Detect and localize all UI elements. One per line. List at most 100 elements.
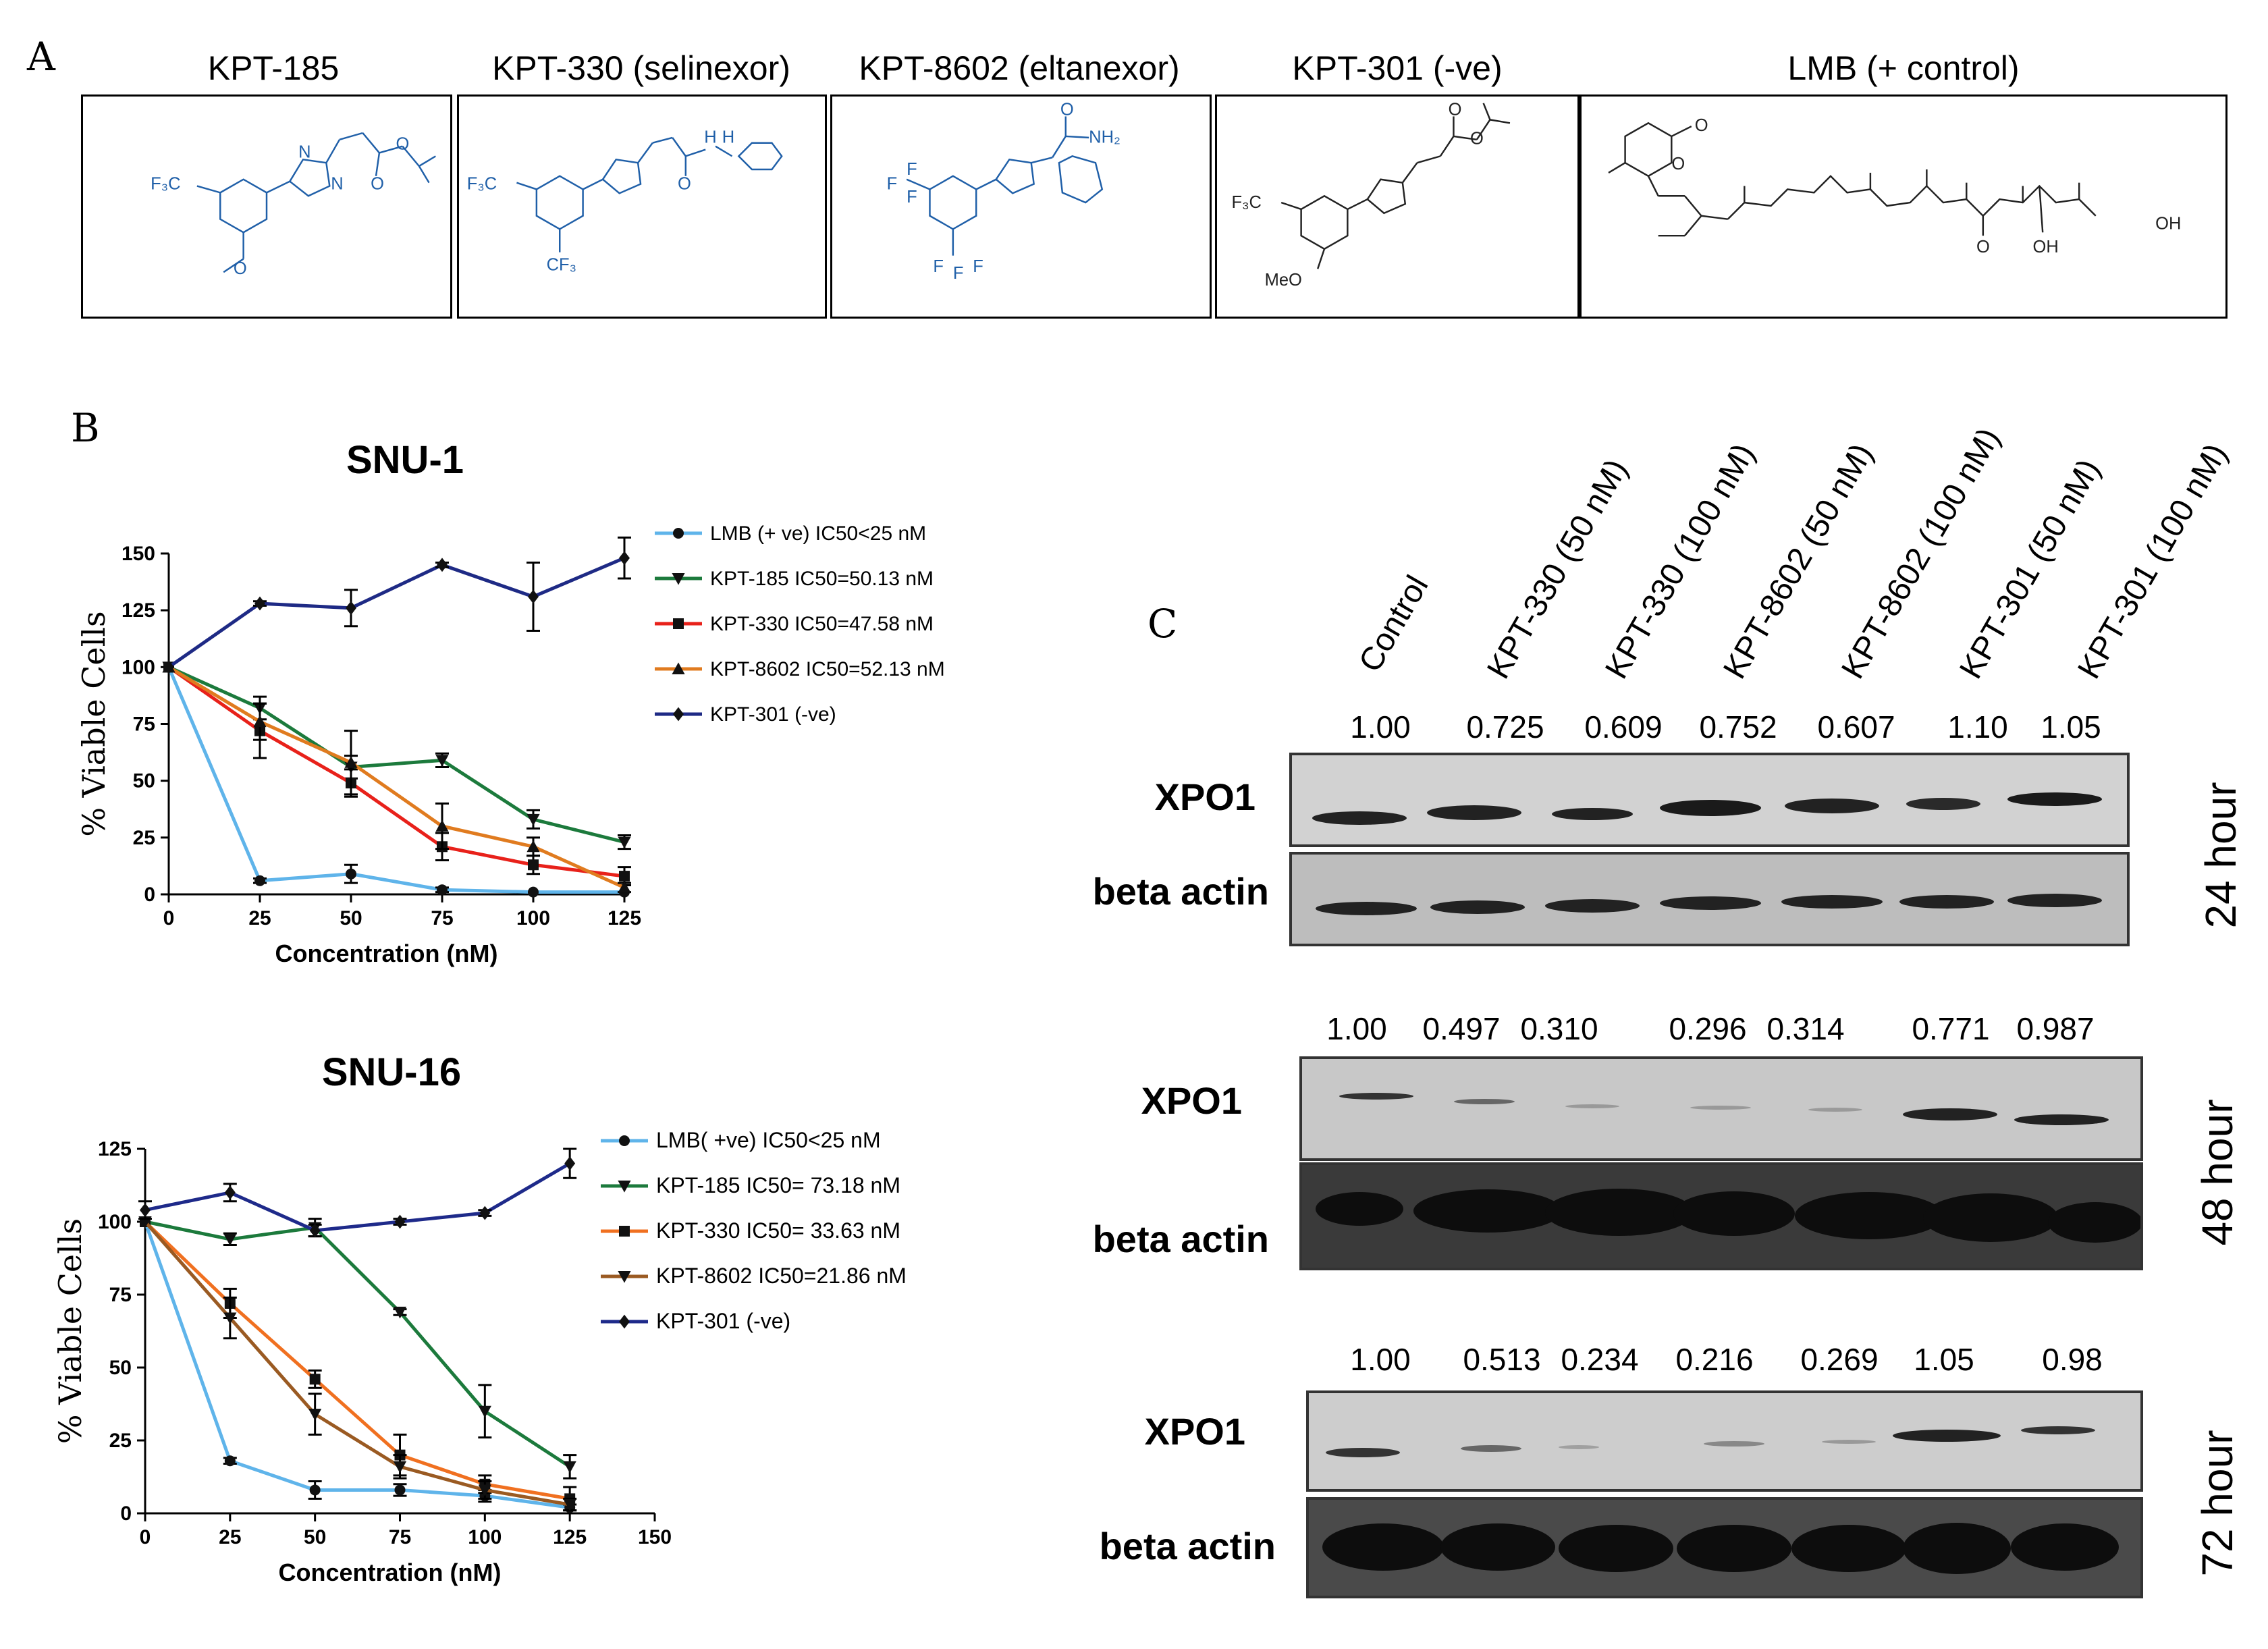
band-24h-xpo1-4 [1660, 800, 1761, 816]
band-48h-actin-6 [1923, 1193, 2058, 1242]
structure-kpt-301: F₃C MeO O O [1215, 94, 1580, 319]
ratio-48h-lane3: 0.310 [1520, 1011, 1598, 1046]
ratios-72h: 1.00 0.513 0.234 0.216 0.269 1.05 0.98 [0, 1341, 2268, 1382]
blot-48h-actin [1299, 1162, 2143, 1270]
c0-ytick-label-2: 50 [133, 770, 155, 792]
band-48h-xpo1-4 [1690, 1106, 1751, 1110]
c0-series-3-line [167, 666, 626, 890]
band-24h-actin-2 [1430, 900, 1525, 914]
band-48h-xpo1-5 [1808, 1108, 1862, 1112]
c0-series-0-point-3 [437, 884, 448, 896]
band-48h-xpo1-6 [1903, 1108, 1997, 1120]
compound-title-kpt-330: KPT-330 (selinexor) [492, 49, 790, 87]
c1-ytick-label-2: 50 [109, 1357, 132, 1379]
band-48h-xpo1-1 [1339, 1093, 1413, 1100]
c1-series-2-line [144, 1220, 570, 1501]
c0-series-3-point-1 [253, 715, 267, 728]
c0-ytick-label-4: 100 [122, 656, 155, 678]
ratio-48h-lane1: 1.00 [1326, 1011, 1387, 1046]
c0-xtick-label-4: 100 [516, 907, 550, 929]
c0-xtick-label-5: 125 [608, 907, 641, 929]
kpt8602-nh2-label: NH₂ [1089, 128, 1120, 147]
structure-kpt-185-drawing: F₃C N N O O O [151, 132, 437, 278]
ratio-48h-lane5: 0.314 [1766, 1011, 1845, 1046]
c1-series-1-point-4 [478, 1405, 491, 1418]
compound-title-kpt-8602: KPT-8602 (eltanexor) [859, 49, 1180, 87]
c0-xtick-label-2: 50 [340, 907, 362, 929]
c0-series-2-point-5 [619, 871, 630, 882]
ratio-24h-lane3: 0.609 [1584, 709, 1663, 745]
c1-xtick-label-6: 150 [638, 1526, 672, 1548]
band-24h-xpo1-1 [1312, 811, 1407, 825]
c1-xtick-label-1: 25 [219, 1526, 241, 1548]
c0-xtick-label-3: 75 [431, 907, 453, 929]
c1-legend-4-label: KPT-301 (-ve) [656, 1309, 790, 1333]
band-48h-actin-2 [1413, 1189, 1562, 1233]
c0-ytick-label-5: 125 [122, 599, 155, 622]
structure-kpt-301-drawing: F₃C MeO O O [1232, 100, 1511, 290]
band-72h-actin-6 [1903, 1523, 2011, 1574]
c0-series-4-point-3 [437, 558, 448, 572]
ratio-72h-lane4: 0.216 [1675, 1342, 1754, 1377]
kpt330-nh2-label: H [722, 128, 734, 147]
band-48h-actin-4 [1673, 1191, 1795, 1236]
chart-snu16: 0 25 50 75 100 125 150 0 25 50 75 100 125 Concentrati… [52, 1128, 907, 1586]
c0-ytick-label-3: 75 [133, 713, 155, 736]
chart-snu16-title: SNU-16 [321, 1050, 462, 1094]
c0-series-0-point-2 [346, 868, 356, 880]
c0-legend-0-label: LMB (+ ve) IC50<25 nM [710, 522, 926, 545]
band-24h-actin-3 [1545, 899, 1640, 913]
band-72h-xpo1-5 [1822, 1440, 1876, 1444]
c1-xtick-label-0: 0 [140, 1526, 151, 1548]
time-label-72h: 72 hour [2193, 1430, 2242, 1577]
kpt185-o2-label: O [396, 135, 409, 154]
structure-kpt-8602-drawing: F F F F F F O NH₂ [887, 100, 1120, 283]
band-72h-actin-1 [1322, 1523, 1444, 1571]
c0-series-4-point-1 [254, 596, 265, 611]
c1-legend-3-label: KPT-8602 IC50=21.86 nM [656, 1264, 907, 1288]
ratio-24h-lane1: 1.00 [1350, 709, 1411, 745]
blot-72h-actin-bands [1322, 1523, 2119, 1574]
ratio-72h-lane7: 0.98 [2042, 1342, 2103, 1377]
blot-72h-xpo1 [1306, 1390, 2143, 1492]
band-48h-xpo1-7 [2014, 1114, 2109, 1125]
kpt8602-f2-label: F [887, 174, 898, 193]
c0-xtick-label-0: 0 [163, 907, 175, 929]
c1-series-3-point-3 [393, 1461, 407, 1474]
c0-ytick-label-0: 0 [144, 884, 155, 906]
c0-legend-4-label: KPT-301 (-ve) [710, 703, 836, 726]
band-72h-actin-3 [1559, 1525, 1673, 1572]
c1-ylabel: % Viable Cells [52, 1218, 88, 1444]
panel-a-letter: A [27, 34, 55, 80]
band-48h-xpo1-2 [1454, 1099, 1515, 1104]
structure-lmb-drawing: O O O OH OH [1608, 116, 2181, 256]
c0-series-3-point-2 [344, 756, 358, 768]
blot-48h-actin-bands [1316, 1189, 2142, 1243]
kpt330-cf3-lower-label: CF₃ [547, 255, 576, 274]
band-48h-actin-1 [1316, 1192, 1403, 1226]
compound-title-kpt-301: KPT-301 (-ve) [1292, 49, 1503, 87]
c1-ytick-label-5: 125 [98, 1138, 132, 1160]
lmb-oh-label: OH [2032, 238, 2058, 256]
ratio-48h-lane6: 0.771 [1912, 1011, 1990, 1046]
c0-series-1-point-4 [526, 813, 540, 826]
c0-series-0-point-1 [254, 875, 265, 886]
kpt185-n1-label: N [298, 142, 310, 161]
c0-legend-2-label: KPT-330 IC50=47.58 nM [710, 613, 934, 635]
c1-ytick-label-4: 100 [98, 1211, 132, 1233]
c1-legend-2-marker [619, 1226, 630, 1237]
c1-series-3-point-1 [223, 1312, 237, 1325]
band-72h-actin-4 [1677, 1525, 1791, 1572]
band-24h-actin-6 [1899, 895, 1994, 909]
band-24h-actin-7 [2007, 894, 2102, 907]
ratio-72h-lane2: 0.513 [1463, 1342, 1541, 1377]
compound-title-lmb: LMB (+ control) [1787, 49, 2020, 87]
ratio-24h-lane6: 1.10 [1947, 709, 2008, 745]
c0-series-0-line [167, 666, 624, 894]
ratios-48h: 1.00 0.497 0.310 0.296 0.314 0.771 0.987 [0, 1010, 2268, 1051]
c1-series-3-point-2 [308, 1409, 322, 1421]
c1-xlabel: Concentration (nM) [279, 1559, 502, 1586]
kpt8602-f4-label: F [933, 257, 944, 276]
c1-series-0-point-2 [309, 1484, 321, 1496]
band-48h-actin-7 [2048, 1202, 2142, 1243]
